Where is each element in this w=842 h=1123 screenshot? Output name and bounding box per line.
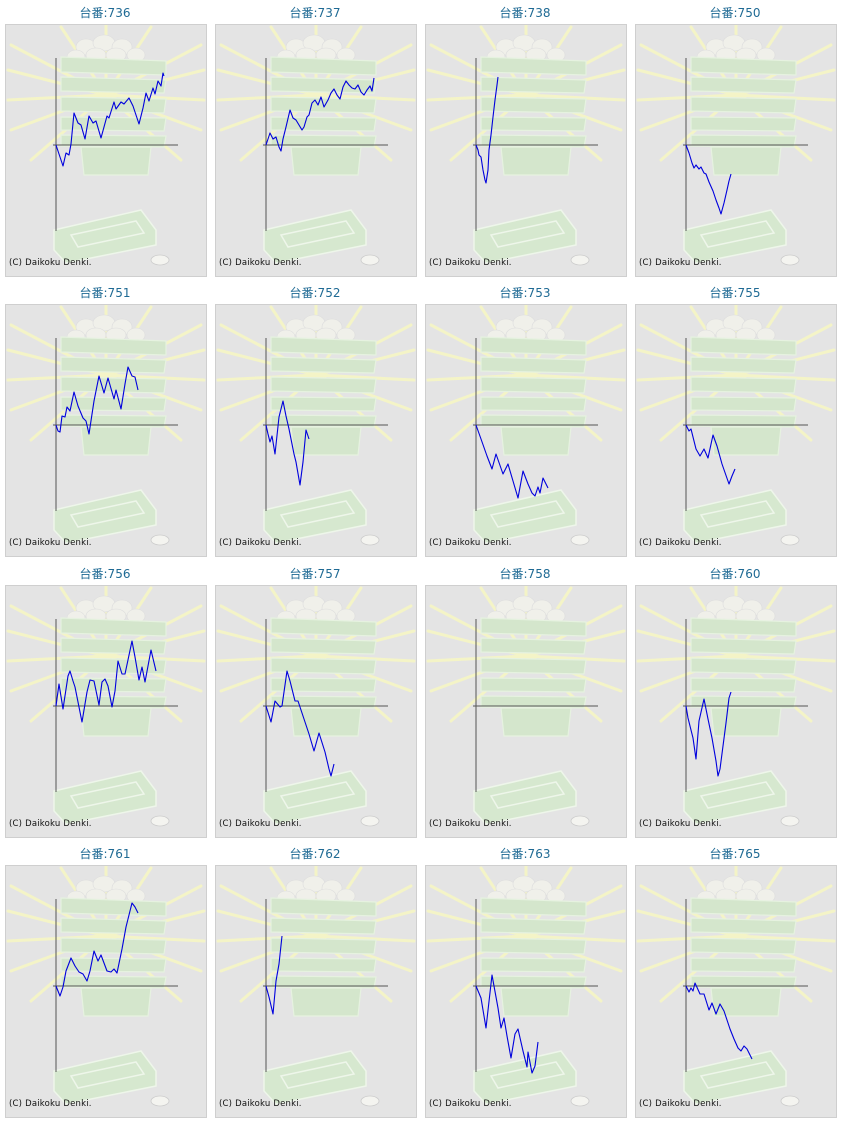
copyright-text: (C) Daikoku Denki. [9,538,92,548]
data-series-line [475,424,549,499]
data-series-line [685,144,732,215]
data-series-line [55,72,165,167]
chart-panel: (C) Daikoku Denki. [215,304,417,557]
data-series-line [265,400,310,486]
chart-title: 台番:750 [709,6,761,20]
chart-panel: (C) Daikoku Denki. [425,865,627,1118]
chart-cell: 台番:762 (C) Daikoku Denki. [210,841,420,1121]
chart-panel: (C) Daikoku Denki. [635,24,837,277]
chart-cell: 台番:760 (C) Daikoku Denki. [630,561,840,841]
chart-panel: (C) Daikoku Denki. [5,585,207,838]
data-series-line [265,77,375,152]
chart-cell: 台番:758 (C) Daikoku Denki. [420,561,630,841]
chart-panel: (C) Daikoku Denki. [5,24,207,277]
chart-svg [6,586,206,828]
chart-cell: 台番:755 (C) Daikoku Denki. [630,280,840,560]
chart-svg [6,866,206,1108]
copyright-text: (C) Daikoku Denki. [639,819,722,829]
copyright-text: (C) Daikoku Denki. [639,258,722,268]
chart-title: 台番:737 [289,6,341,20]
chart-cell: 台番:757 (C) Daikoku Denki. [210,561,420,841]
chart-svg [636,586,836,828]
data-series-line [475,76,499,184]
copyright-text: (C) Daikoku Denki. [429,819,512,829]
chart-svg [426,305,626,547]
data-series-line [475,974,539,1074]
chart-title: 台番:756 [79,567,131,581]
copyright-text: (C) Daikoku Denki. [9,819,92,829]
chart-cell: 台番:750 (C) Daikoku Denki. [630,0,840,280]
chart-title: 台番:763 [499,847,551,861]
chart-title: 台番:738 [499,6,551,20]
chart-cell: 台番:736 (C) Daikoku Denki. [0,0,210,280]
copyright-text: (C) Daikoku Denki. [219,1099,302,1109]
chart-cell: 台番:765 (C) Daikoku Denki. [630,841,840,1121]
chart-cell: 台番:751 (C) Daikoku Denki. [0,280,210,560]
chart-panel: (C) Daikoku Denki. [425,304,627,557]
chart-title: 台番:736 [79,6,131,20]
chart-svg [636,305,836,547]
chart-svg [216,305,416,547]
copyright-text: (C) Daikoku Denki. [219,258,302,268]
chart-svg [216,586,416,828]
chart-panel: (C) Daikoku Denki. [5,865,207,1118]
chart-svg [636,25,836,267]
chart-cell: 台番:752 (C) Daikoku Denki. [210,280,420,560]
copyright-text: (C) Daikoku Denki. [219,538,302,548]
chart-title: 台番:755 [709,286,761,300]
copyright-text: (C) Daikoku Denki. [9,258,92,268]
chart-panel: (C) Daikoku Denki. [635,585,837,838]
copyright-text: (C) Daikoku Denki. [639,1099,722,1109]
chart-svg [426,25,626,267]
data-series-line [685,982,753,1060]
chart-svg [426,866,626,1108]
copyright-text: (C) Daikoku Denki. [219,819,302,829]
chart-svg [216,25,416,267]
chart-cell: 台番:763 (C) Daikoku Denki. [420,841,630,1121]
copyright-text: (C) Daikoku Denki. [429,258,512,268]
data-series-line [685,424,736,485]
copyright-text: (C) Daikoku Denki. [9,1099,92,1109]
copyright-text: (C) Daikoku Denki. [429,538,512,548]
chart-svg [6,25,206,267]
chart-title: 台番:761 [79,847,131,861]
chart-svg [426,586,626,828]
chart-cell: 台番:756 (C) Daikoku Denki. [0,561,210,841]
chart-panel: (C) Daikoku Denki. [5,304,207,557]
chart-svg [216,866,416,1108]
chart-title: 台番:752 [289,286,341,300]
data-series-line [265,935,283,1015]
chart-title: 台番:760 [709,567,761,581]
chart-svg [636,866,836,1108]
chart-panel: (C) Daikoku Denki. [215,865,417,1118]
chart-cell: 台番:753 (C) Daikoku Denki. [420,280,630,560]
chart-panel: (C) Daikoku Denki. [635,865,837,1118]
chart-cell: 台番:738 (C) Daikoku Denki. [420,0,630,280]
chart-panel: (C) Daikoku Denki. [425,24,627,277]
data-series-line [55,366,139,435]
chart-panel: (C) Daikoku Denki. [425,585,627,838]
chart-title: 台番:751 [79,286,131,300]
data-series-line [55,640,157,723]
chart-title: 台番:765 [709,847,761,861]
chart-svg [6,305,206,547]
data-series-line [685,691,732,777]
chart-title: 台番:757 [289,567,341,581]
chart-cell: 台番:761 (C) Daikoku Denki. [0,841,210,1121]
data-series-line [55,902,139,997]
chart-title: 台番:762 [289,847,341,861]
chart-title: 台番:753 [499,286,551,300]
copyright-text: (C) Daikoku Denki. [639,538,722,548]
chart-title: 台番:758 [499,567,551,581]
copyright-text: (C) Daikoku Denki. [429,1099,512,1109]
chart-cell: 台番:737 (C) Daikoku Denki. [210,0,420,280]
data-series-line [265,670,335,777]
chart-panel: (C) Daikoku Denki. [215,24,417,277]
chart-panel: (C) Daikoku Denki. [215,585,417,838]
chart-panel: (C) Daikoku Denki. [635,304,837,557]
